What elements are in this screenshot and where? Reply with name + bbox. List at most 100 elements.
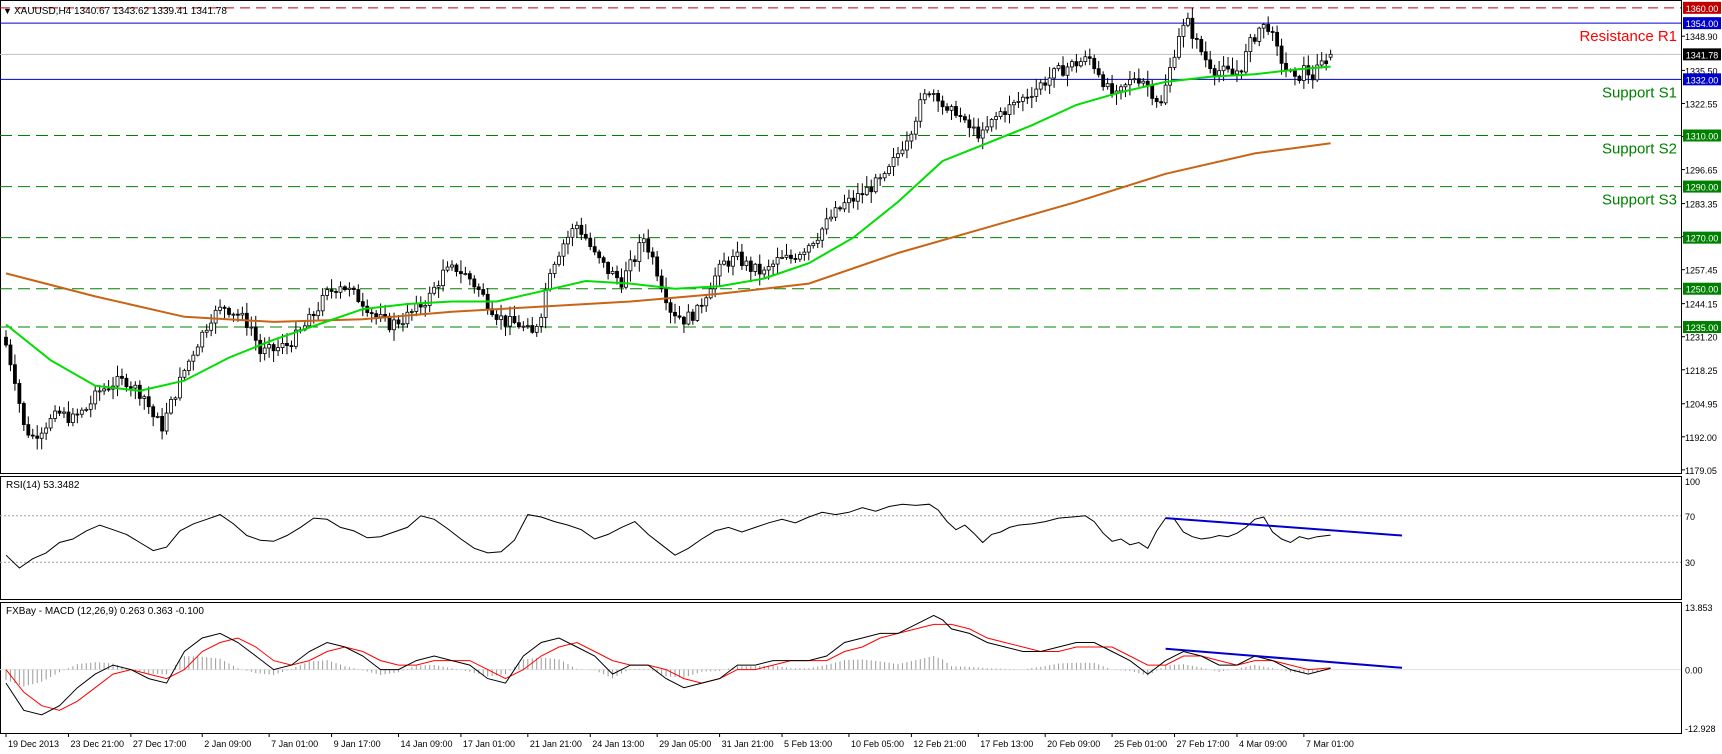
candle-body bbox=[588, 237, 593, 248]
x-tick-label-18: 27 Feb 17:00 bbox=[1177, 739, 1230, 749]
candle-body bbox=[1315, 64, 1320, 81]
candle-body bbox=[476, 286, 481, 290]
candle-body bbox=[927, 93, 932, 96]
candle-body bbox=[155, 416, 160, 418]
x-tick-label-10: 29 Jan 05:00 bbox=[659, 739, 711, 749]
chart-menu-icon[interactable]: ▼ bbox=[3, 6, 12, 16]
candle-body bbox=[579, 224, 584, 235]
candle-body bbox=[989, 119, 994, 128]
rsi-area: 100 70 30 bbox=[0, 477, 1700, 569]
candle-body bbox=[445, 266, 450, 271]
candle-body bbox=[472, 278, 477, 288]
candle-body bbox=[1074, 61, 1079, 67]
candle-body bbox=[1243, 51, 1248, 73]
x-tick-label-19: 4 Mar 09:00 bbox=[1239, 739, 1287, 749]
candle-body bbox=[26, 424, 31, 436]
level-label-3: 1332.00 bbox=[1686, 75, 1719, 85]
candle-body bbox=[21, 403, 26, 425]
candle-body bbox=[1226, 65, 1230, 70]
rsi-trendline bbox=[1165, 517, 1403, 537]
candle-body bbox=[744, 260, 749, 267]
candle-body bbox=[236, 313, 240, 316]
candle-body bbox=[717, 263, 722, 277]
candle-body bbox=[1132, 78, 1137, 81]
candle-body bbox=[102, 388, 107, 392]
main-pane[interactable] bbox=[0, 0, 1682, 474]
candle-body bbox=[762, 269, 767, 275]
y-tick-label-7: 1257.45 bbox=[1685, 266, 1718, 276]
candle-body bbox=[949, 106, 954, 111]
candle-body bbox=[748, 260, 753, 272]
candle-body bbox=[512, 316, 517, 324]
candle-body bbox=[1279, 45, 1284, 64]
candle-body bbox=[280, 342, 285, 348]
candle-body bbox=[218, 306, 222, 311]
candle-body bbox=[325, 289, 330, 296]
candle-body bbox=[151, 406, 156, 418]
y-tick-label-8: 1244.15 bbox=[1685, 300, 1718, 310]
x-tick-label-11: 31 Jan 21:00 bbox=[722, 739, 774, 749]
macd-pane[interactable] bbox=[0, 602, 1682, 734]
candle-body bbox=[285, 342, 289, 346]
candle-body bbox=[1252, 37, 1257, 42]
candle-body bbox=[271, 344, 276, 352]
x-tick-label-16: 20 Feb 09:00 bbox=[1047, 739, 1100, 749]
candle-body bbox=[1293, 70, 1297, 77]
candle-body bbox=[873, 177, 878, 193]
candle-body bbox=[338, 286, 343, 293]
candle-body bbox=[316, 310, 321, 317]
level-label-box-5 bbox=[1683, 180, 1721, 193]
candle-body bbox=[851, 197, 856, 202]
candle-body bbox=[864, 186, 869, 196]
candle-body bbox=[1025, 96, 1030, 99]
candle-body bbox=[860, 193, 865, 196]
candle-body bbox=[690, 311, 695, 321]
level-label-6: 1270.00 bbox=[1686, 234, 1719, 244]
candle-body bbox=[347, 287, 352, 290]
candle-body bbox=[659, 275, 664, 290]
y-tick-label-11: 1204.95 bbox=[1685, 400, 1718, 410]
candle-body bbox=[1150, 85, 1155, 99]
y-tick-label-2: 1322.55 bbox=[1685, 99, 1718, 109]
main-price-axis: 1348.901335.501322.551309.601296.651283.… bbox=[1681, 32, 1718, 476]
candle-body bbox=[329, 289, 334, 292]
resistance-r1-label: Resistance R1 bbox=[1579, 28, 1677, 45]
candle-body bbox=[628, 259, 633, 272]
candle-body bbox=[561, 243, 566, 257]
candle-body bbox=[293, 329, 298, 347]
candle-body bbox=[1061, 65, 1065, 76]
candle-body bbox=[1212, 68, 1217, 76]
x-tick-label-15: 17 Feb 13:00 bbox=[980, 739, 1033, 749]
candle-body bbox=[900, 149, 905, 155]
candle-body bbox=[632, 259, 637, 262]
candle-body bbox=[262, 347, 267, 355]
candle-body bbox=[57, 410, 62, 414]
candle-body bbox=[186, 360, 191, 371]
macd-area: 13.853 0.00 -12.928 bbox=[0, 603, 1716, 734]
candle-body bbox=[1012, 102, 1016, 106]
candle-body bbox=[1306, 65, 1311, 76]
candle-body bbox=[971, 126, 976, 129]
candle-body bbox=[780, 256, 784, 259]
candle-body bbox=[4, 336, 8, 346]
candle-body bbox=[1154, 97, 1159, 103]
candle-body bbox=[1020, 96, 1025, 102]
candle-body bbox=[842, 202, 847, 210]
rsi-header: RSI(14) 53.3482 bbox=[6, 480, 80, 491]
candle-body bbox=[17, 383, 22, 404]
level-label-box-7 bbox=[1683, 282, 1721, 295]
candle-body bbox=[655, 256, 660, 277]
sma-slow-line bbox=[5, 142, 1331, 323]
candle-body bbox=[75, 413, 80, 416]
macd-tick-label-1: 0.00 bbox=[1685, 666, 1703, 676]
y-tick-label-13: 1179.05 bbox=[1685, 466, 1717, 476]
candle-body bbox=[378, 314, 383, 318]
candle-body bbox=[931, 92, 936, 95]
candle-body bbox=[1284, 62, 1288, 71]
candle-body bbox=[896, 153, 900, 158]
sr-annotations: Resistance R1 Support S1 Support S2 Support… bbox=[1579, 28, 1677, 208]
main-levels bbox=[0, 7, 1681, 328]
macd-tick-label-2: -12.928 bbox=[1685, 724, 1716, 734]
candle-body bbox=[610, 270, 615, 274]
